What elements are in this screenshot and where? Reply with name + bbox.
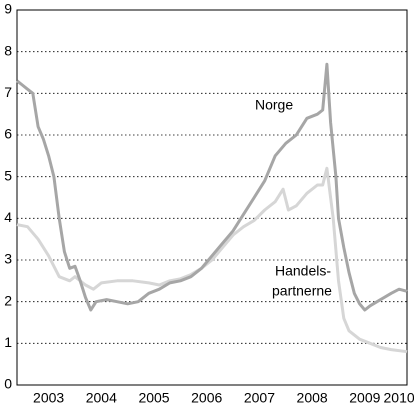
y-tick-label: 0 — [4, 376, 12, 392]
y-tick-label: 7 — [4, 84, 12, 100]
x-tick-label: 2003 — [33, 390, 64, 406]
y-tick-label: 2 — [4, 292, 12, 308]
y-tick-label: 4 — [4, 209, 12, 225]
x-tick-label: 2010 — [384, 390, 414, 406]
x-tick-label: 2009 — [349, 390, 380, 406]
x-tick-label: 2005 — [138, 390, 169, 406]
annotation: Norge — [255, 97, 293, 113]
annotation: Handels- — [275, 263, 331, 279]
x-tick-label: 2006 — [191, 390, 222, 406]
y-tick-label: 9 — [4, 1, 12, 17]
y-tick-label: 1 — [4, 334, 12, 350]
y-tick-label: 6 — [4, 126, 12, 142]
y-tick-label: 3 — [4, 251, 12, 267]
x-tick-label: 2008 — [297, 390, 328, 406]
annotation: partnerne — [272, 283, 332, 299]
y-tick-label: 8 — [4, 42, 12, 58]
plot-frame — [16, 9, 408, 386]
line — [16, 62, 408, 312]
x-tick-label: 2004 — [86, 390, 117, 406]
y-tick-label: 5 — [4, 167, 12, 183]
line — [16, 166, 408, 354]
x-tick-label: 2007 — [244, 390, 275, 406]
